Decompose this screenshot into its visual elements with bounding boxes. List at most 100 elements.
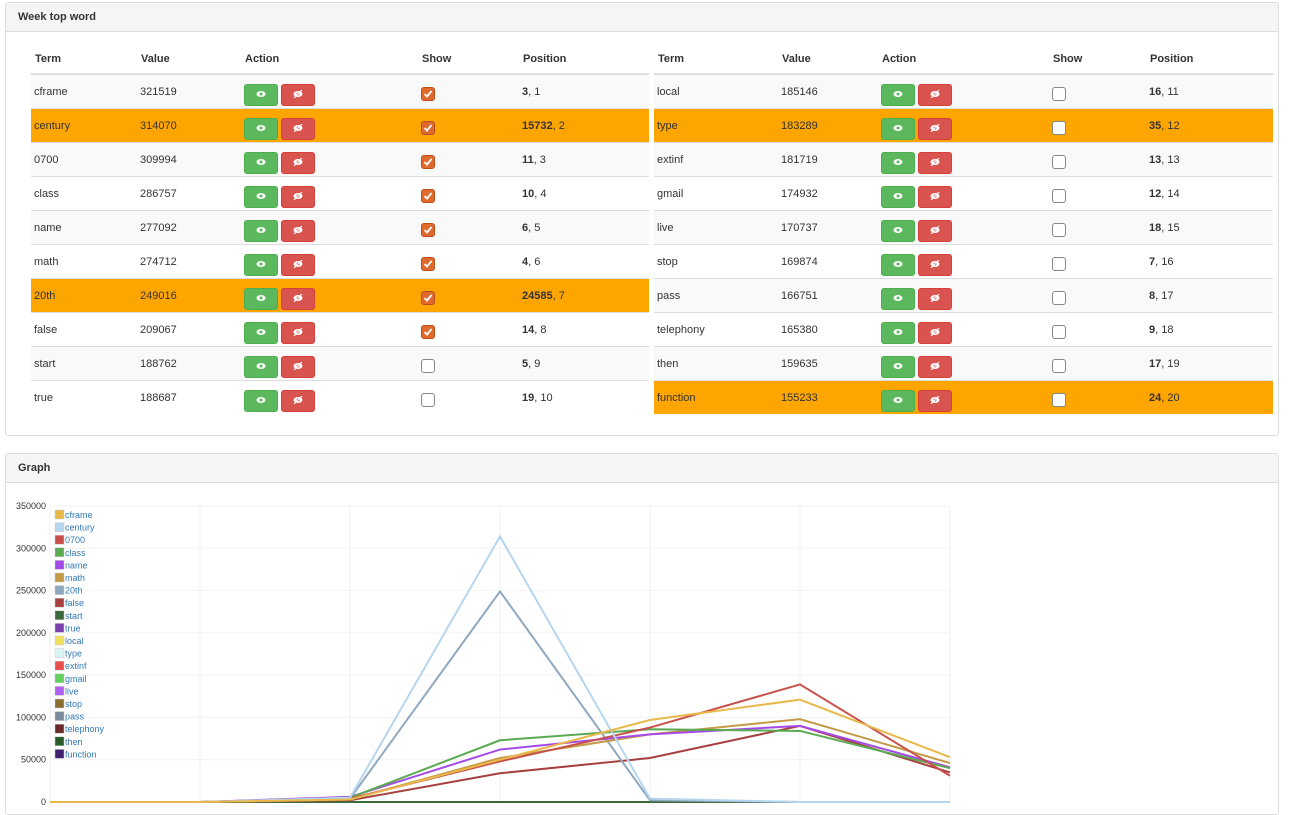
show-button[interactable] (881, 185, 915, 208)
show-button[interactable] (244, 355, 278, 378)
position-rank: 14 (522, 323, 535, 336)
show-checkbox[interactable] (1052, 155, 1066, 169)
hide-button[interactable] (281, 83, 315, 106)
show-checkbox[interactable] (421, 393, 435, 407)
show-checkbox[interactable] (421, 189, 435, 203)
actions (878, 73, 1049, 109)
show-button[interactable] (244, 321, 278, 344)
table-row: start 188762 5, 9 (31, 346, 649, 381)
show-button[interactable] (244, 219, 278, 242)
show-button[interactable] (881, 151, 915, 174)
hide-button[interactable] (918, 117, 952, 140)
show-cell (1049, 210, 1146, 245)
table-row: stop 169874 7, 16 (654, 244, 1273, 279)
column-header: Show (1049, 45, 1146, 75)
show-button[interactable] (881, 117, 915, 140)
actions (241, 312, 418, 347)
hide-button[interactable] (281, 321, 315, 344)
hide-button[interactable] (918, 355, 952, 378)
hide-button[interactable] (918, 219, 952, 242)
value: 181719 (778, 142, 878, 177)
table-row: century 314070 15732, 2 (31, 108, 649, 143)
position: 3, 1 (519, 73, 649, 109)
term: then (654, 346, 778, 381)
position-rank: 11 (522, 153, 534, 166)
show-checkbox[interactable] (1052, 189, 1066, 203)
show-checkbox[interactable] (1052, 291, 1066, 305)
show-checkbox[interactable] (421, 223, 435, 237)
hide-button[interactable] (918, 253, 952, 276)
table-row: then 159635 17, 19 (654, 346, 1273, 381)
show-checkbox[interactable] (1052, 87, 1066, 101)
legend-swatch (54, 660, 65, 671)
legend-label: then (65, 737, 83, 747)
hide-button[interactable] (918, 83, 952, 106)
show-button[interactable] (881, 219, 915, 242)
hide-button[interactable] (918, 185, 952, 208)
show-checkbox[interactable] (1052, 393, 1066, 407)
column-header: Position (519, 45, 649, 75)
position-rank: 17 (1149, 357, 1162, 370)
hide-button[interactable] (281, 253, 315, 276)
hide-button[interactable] (281, 287, 315, 310)
hide-button[interactable] (281, 185, 315, 208)
show-cell (418, 380, 519, 414)
show-button[interactable] (244, 287, 278, 310)
show-button[interactable] (881, 321, 915, 344)
y-tick-label: 150000 (16, 670, 46, 680)
show-checkbox[interactable] (1052, 223, 1066, 237)
column-header: Term (654, 45, 778, 75)
show-checkbox[interactable] (1052, 257, 1066, 271)
show-checkbox[interactable] (421, 325, 435, 339)
show-checkbox[interactable] (1052, 325, 1066, 339)
position-index: , 2 (552, 119, 565, 132)
hide-button[interactable] (918, 389, 952, 412)
hide-button[interactable] (918, 321, 952, 344)
position-index: , 18 (1155, 323, 1174, 336)
column-header: Value (778, 45, 878, 75)
show-checkbox[interactable] (421, 87, 435, 101)
show-button[interactable] (244, 83, 278, 106)
show-button[interactable] (244, 253, 278, 276)
hide-button[interactable] (281, 117, 315, 140)
position-index: , 3 (533, 153, 546, 166)
y-tick-label: 50000 (21, 755, 46, 765)
show-checkbox[interactable] (421, 291, 435, 305)
legend-swatch (54, 534, 65, 545)
show-button[interactable] (244, 151, 278, 174)
column-header: Term (31, 45, 137, 75)
value: 159635 (778, 346, 878, 381)
show-checkbox[interactable] (421, 121, 435, 135)
actions (878, 108, 1049, 143)
show-checkbox[interactable] (1052, 121, 1066, 135)
position-rank: 24585 (522, 289, 553, 302)
show-checkbox[interactable] (1052, 359, 1066, 373)
position-index: , 9 (528, 357, 541, 370)
show-button[interactable] (244, 117, 278, 140)
hide-button[interactable] (281, 389, 315, 412)
show-button[interactable] (881, 287, 915, 310)
show-checkbox[interactable] (421, 155, 435, 169)
hide-button[interactable] (281, 151, 315, 174)
show-button[interactable] (881, 83, 915, 106)
show-button[interactable] (881, 253, 915, 276)
hide-button[interactable] (281, 219, 315, 242)
chart: 0 50000 100000 150000 200000 250000 300000 3500… (16, 501, 951, 807)
show-button[interactable] (881, 355, 915, 378)
show-button[interactable] (881, 389, 915, 412)
show-button[interactable] (244, 389, 278, 412)
hide-button[interactable] (918, 151, 952, 174)
actions (241, 142, 418, 177)
table-row: pass 166751 8, 17 (654, 278, 1273, 313)
show-button[interactable] (244, 185, 278, 208)
position-index: , 7 (552, 289, 565, 302)
legend-label: name (65, 560, 88, 570)
show-checkbox[interactable] (421, 359, 435, 373)
value: 249016 (137, 278, 241, 313)
legend-label: live (65, 686, 79, 696)
hide-button[interactable] (281, 355, 315, 378)
hide-button[interactable] (918, 287, 952, 310)
table-row: gmail 174932 12, 14 (654, 176, 1273, 211)
show-checkbox[interactable] (421, 257, 435, 271)
legend-label: local (65, 636, 84, 646)
